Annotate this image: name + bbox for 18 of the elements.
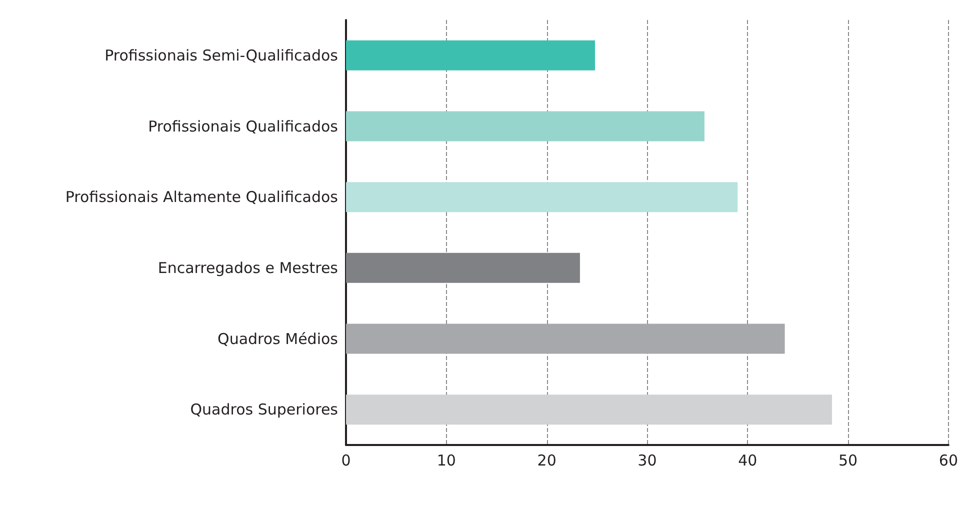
- x-tick-label: 0: [341, 452, 351, 470]
- y-tick-label: Profissionais Altamente Qualificados: [65, 188, 338, 206]
- y-tick-label: Encarregados e Mestres: [158, 258, 338, 277]
- x-tick-label: 50: [838, 452, 858, 470]
- x-tick-label: 40: [738, 452, 758, 470]
- x-tick-label: 30: [638, 452, 657, 470]
- bar: [346, 182, 738, 212]
- bar: [346, 40, 596, 70]
- bar: [346, 324, 785, 354]
- bar: [346, 394, 832, 425]
- y-tick-label: Profissionais Qualificados: [148, 117, 338, 136]
- y-tick-label: Profissionais Semi-Qualificados: [104, 46, 338, 64]
- x-tick-label: 20: [537, 452, 556, 470]
- x-tick-label: 10: [436, 452, 456, 470]
- x-tick-label: 60: [938, 452, 958, 470]
- bar: [346, 111, 704, 142]
- y-tick-label: Quadros Médios: [218, 330, 338, 348]
- y-tick-label: Quadros Superiores: [190, 400, 338, 419]
